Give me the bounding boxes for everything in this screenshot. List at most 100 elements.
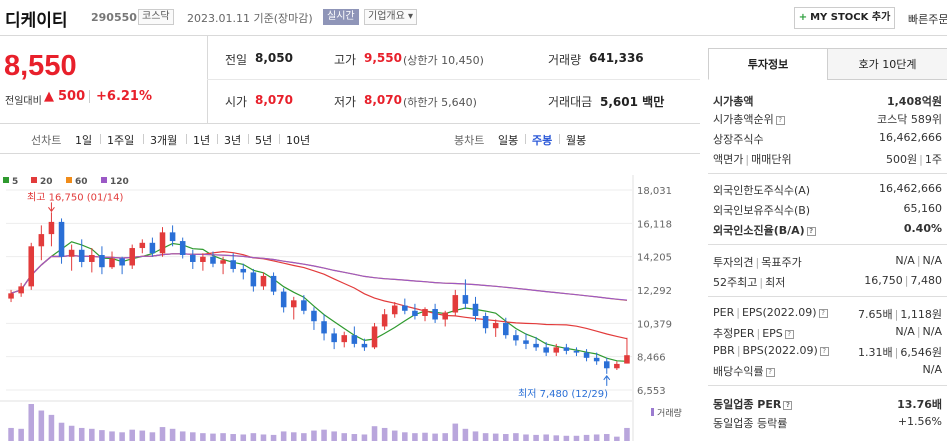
divider xyxy=(525,134,526,144)
volume-bar xyxy=(603,434,610,441)
tab-3year[interactable]: 3년 xyxy=(224,134,242,147)
pbr-text: PBR xyxy=(713,344,735,357)
candle-body xyxy=(250,272,257,287)
tab-hoga[interactable]: 호가 10단계 xyxy=(827,48,947,80)
help-icon[interactable]: ? xyxy=(818,309,828,318)
candle-body xyxy=(573,350,580,353)
y-axis-ticks: 18,031 16,118 14,205 12,292 10,379 8,466 6,553 xyxy=(637,186,672,397)
quick-order-link[interactable]: 빠른주문 xyxy=(908,13,947,26)
volume-bar xyxy=(503,434,509,441)
moving-averages xyxy=(10,241,628,362)
add-mystock-button[interactable]: + MY STOCK 추가 xyxy=(794,7,895,29)
high-label: 고가 xyxy=(334,53,357,67)
par-value-row: 액면가 | 매매단위 500원 | 1주 xyxy=(708,148,947,168)
candle-body xyxy=(563,347,570,351)
est-per-text: 추정PER xyxy=(713,327,755,340)
volume-bar xyxy=(48,414,55,441)
amount-label: 거래대금 xyxy=(548,95,593,109)
market-badge: 코스닥 xyxy=(138,9,174,25)
candle-body xyxy=(240,268,247,273)
divider: | xyxy=(894,346,899,359)
volume-bar xyxy=(513,433,519,441)
help-icon[interactable]: ? xyxy=(783,401,793,410)
candle-body xyxy=(553,347,560,353)
candle-body xyxy=(442,312,448,320)
price-summary: 8,550 전일대비 ▲ 500 +6.21% 전일 8,050 고가 9,55… xyxy=(0,36,700,124)
sector-rate-value: +1.56% xyxy=(897,415,942,428)
price-chart[interactable]: 5 20 60 120 18,031 16,118 14,205 12,292 10,379 8… xyxy=(0,155,700,441)
y-tick-label: 6,553 xyxy=(637,386,666,397)
volume-legend-label: 거래량 xyxy=(657,407,682,419)
shares-label: 상장주식수 xyxy=(713,133,764,146)
pbr-val: 1.31배 xyxy=(858,346,893,359)
volume-bar xyxy=(452,423,459,441)
volume-bar xyxy=(482,433,489,441)
date-suffix: 기준(장마감) xyxy=(253,12,313,25)
candle-body xyxy=(341,335,348,343)
legend-label: 5 xyxy=(12,177,18,187)
help-icon[interactable]: ? xyxy=(784,330,794,339)
tab-5year[interactable]: 5년 xyxy=(255,134,273,147)
est-eps-val: N/A xyxy=(922,325,942,338)
market-cap-rank-text: 시가총액순위 xyxy=(713,113,774,126)
tab-1week[interactable]: 1주일 xyxy=(107,134,135,147)
par-value: 500원 xyxy=(886,153,918,166)
stock-name: 디케이티 xyxy=(5,11,68,31)
help-icon[interactable]: ? xyxy=(775,116,785,125)
volume-bar xyxy=(18,428,24,441)
bps-text: BPS(2022.09) xyxy=(742,344,818,357)
help-icon[interactable]: ? xyxy=(819,347,829,356)
par-label: 액면가 xyxy=(713,153,744,166)
pbr-row: PBR | BPS(2022.09)? 1.31배 | 6,546원 xyxy=(708,341,947,361)
market-cap-value: 1,408억원 xyxy=(886,95,942,108)
chart-gridlines xyxy=(6,175,634,441)
volume-bar xyxy=(391,430,398,441)
divider: | xyxy=(916,325,921,338)
volume-bar xyxy=(68,425,75,441)
help-icon[interactable]: ? xyxy=(765,368,775,377)
high-value: 9,550 xyxy=(364,51,402,65)
divider xyxy=(143,134,144,144)
stock-header: 디케이티 290550 코스닥 2023.01.11 기준(장마감) 실시간 기… xyxy=(0,0,947,36)
volume-bar xyxy=(412,433,418,441)
volume-bar xyxy=(533,434,539,441)
tab-weekly[interactable]: 주봉 xyxy=(532,134,553,147)
ma-line xyxy=(10,253,628,301)
volume-bar xyxy=(573,435,580,441)
foreign-hold-value: 65,160 xyxy=(903,202,943,215)
tab-10year[interactable]: 10년 xyxy=(286,134,311,147)
realtime-button[interactable]: 실시간 xyxy=(323,9,359,25)
tab-daily[interactable]: 일봉 xyxy=(498,134,519,147)
candle-body xyxy=(533,343,539,348)
volume-bar xyxy=(583,434,590,441)
tab-monthly[interactable]: 월봉 xyxy=(566,134,587,147)
week52-value: 16,750 | 7,480 xyxy=(864,274,942,287)
market-cap-rank-value: 코스닥 589위 xyxy=(877,113,942,126)
company-info-dropdown[interactable]: 기업개요 ▾ xyxy=(364,9,417,25)
opinion-text: 투자의견 xyxy=(713,256,754,269)
candle-body xyxy=(280,291,287,308)
tab-invest-info[interactable]: 투자정보 xyxy=(708,48,828,80)
tab-1year[interactable]: 1년 xyxy=(193,134,211,147)
candle-body xyxy=(492,322,499,329)
tab-3month[interactable]: 3개월 xyxy=(150,134,178,147)
plus-icon: + xyxy=(798,12,808,23)
help-icon[interactable]: ? xyxy=(806,227,816,236)
candle-body xyxy=(422,309,428,316)
candle-body xyxy=(38,234,45,247)
candle-chart-label: 봉차트 xyxy=(454,134,485,147)
candle-body xyxy=(149,242,156,254)
candle-body xyxy=(381,314,388,327)
foreign-limit-label: 외국인한도주식수(A) xyxy=(713,184,811,197)
volume-bar xyxy=(129,429,135,441)
divider xyxy=(708,173,947,174)
quote-date: 2023.01.11 기준(장마감) xyxy=(187,10,313,26)
divider: | xyxy=(755,256,760,269)
unit-value: 1주 xyxy=(924,153,942,166)
candle-body xyxy=(220,260,226,264)
divider xyxy=(279,134,280,144)
candle-body xyxy=(402,305,408,311)
tab-1day[interactable]: 1일 xyxy=(75,134,93,147)
volume-bar xyxy=(402,432,408,441)
